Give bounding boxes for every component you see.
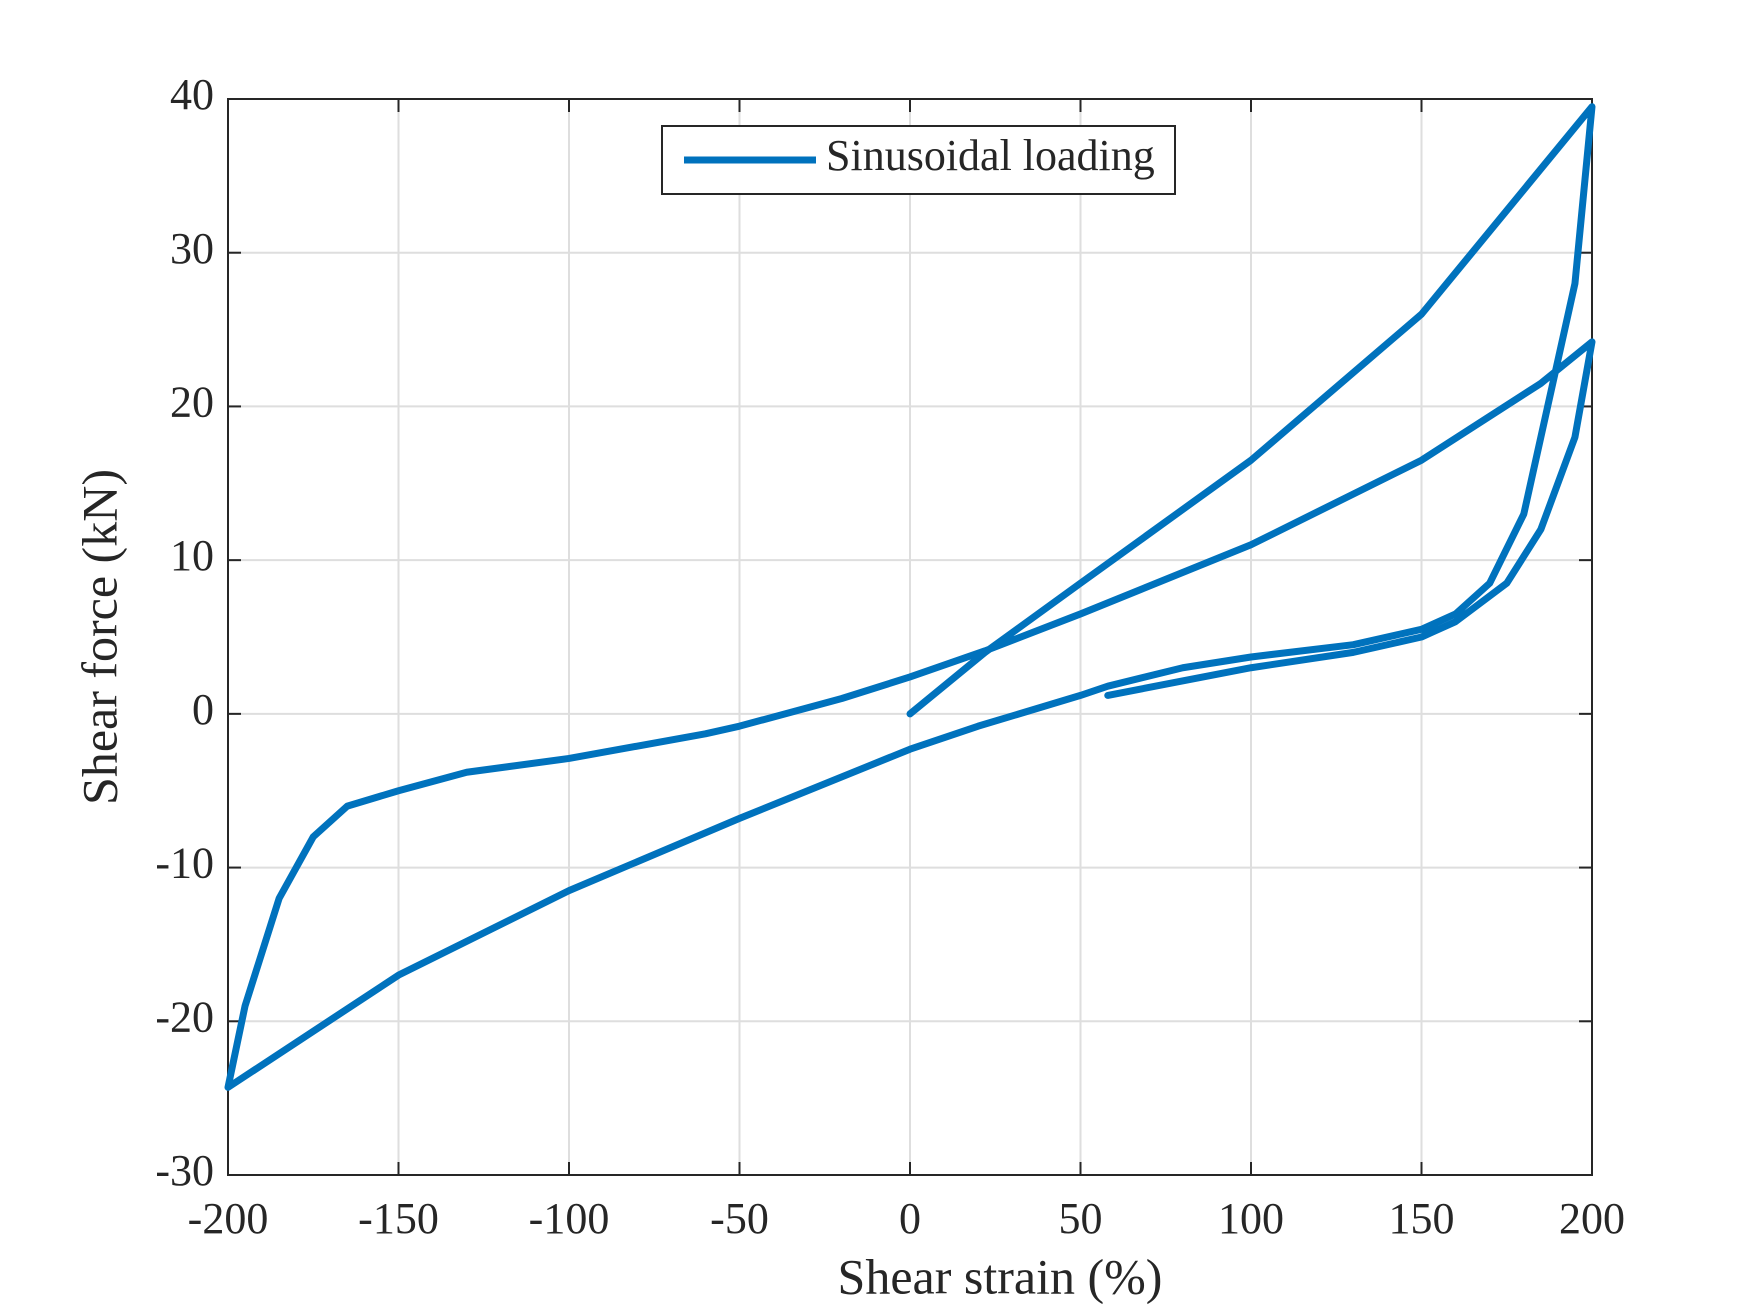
y-tick-label: 10 [170, 531, 214, 580]
y-tick-label: 40 [170, 70, 214, 119]
y-tick-label: -10 [155, 839, 214, 888]
y-tick-label: -30 [155, 1146, 214, 1195]
x-tick-label: 0 [899, 1194, 921, 1243]
x-tick-label: 200 [1559, 1194, 1625, 1243]
x-tick-label: 150 [1389, 1194, 1455, 1243]
x-tick-label: -100 [529, 1194, 610, 1243]
x-tick-label: -50 [710, 1194, 769, 1243]
x-tick-label: -200 [188, 1194, 269, 1243]
plot-frame [227, 98, 1593, 1176]
x-tick-label: 100 [1218, 1194, 1284, 1243]
y-tick-label: 20 [170, 378, 214, 427]
y-tick-label: -20 [155, 992, 214, 1041]
x-axis-label: Shear strain (%) [838, 1248, 1163, 1304]
y-axis-label: Shear force (kN) [71, 469, 127, 805]
x-tick-label: -150 [358, 1194, 439, 1243]
x-tick-label: 50 [1059, 1194, 1103, 1243]
legend-label: Sinusoidal loading [826, 131, 1155, 180]
y-tick-label: 0 [192, 685, 214, 734]
data-line [224, 103, 1596, 1091]
y-tick-label: 30 [170, 224, 214, 273]
